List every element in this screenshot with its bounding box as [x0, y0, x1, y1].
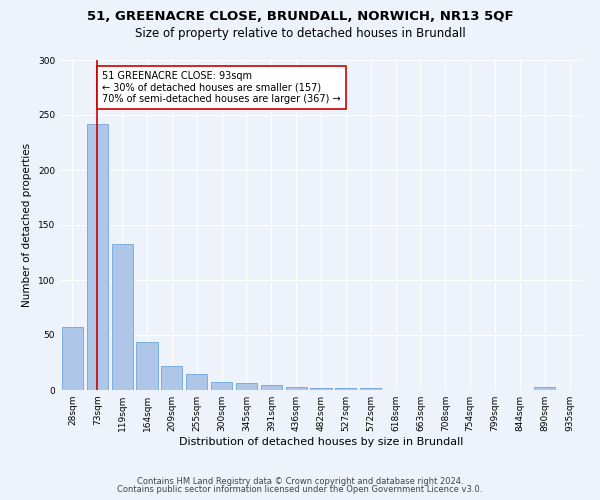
- Y-axis label: Number of detached properties: Number of detached properties: [22, 143, 32, 307]
- Text: 51 GREENACRE CLOSE: 93sqm
← 30% of detached houses are smaller (157)
70% of semi: 51 GREENACRE CLOSE: 93sqm ← 30% of detac…: [102, 71, 341, 104]
- Bar: [236, 384, 257, 390]
- Text: Contains HM Land Registry data © Crown copyright and database right 2024.: Contains HM Land Registry data © Crown c…: [137, 477, 463, 486]
- Text: Size of property relative to detached houses in Brundall: Size of property relative to detached ho…: [134, 28, 466, 40]
- Bar: [186, 374, 207, 390]
- Text: Contains public sector information licensed under the Open Government Licence v3: Contains public sector information licen…: [118, 484, 482, 494]
- Bar: [261, 384, 282, 390]
- Bar: [211, 382, 232, 390]
- Bar: [136, 342, 158, 390]
- X-axis label: Distribution of detached houses by size in Brundall: Distribution of detached houses by size …: [179, 437, 463, 447]
- Bar: [112, 244, 133, 390]
- Bar: [62, 328, 83, 390]
- Bar: [87, 124, 108, 390]
- Bar: [534, 386, 555, 390]
- Bar: [360, 388, 381, 390]
- Text: 51, GREENACRE CLOSE, BRUNDALL, NORWICH, NR13 5QF: 51, GREENACRE CLOSE, BRUNDALL, NORWICH, …: [86, 10, 514, 23]
- Bar: [161, 366, 182, 390]
- Bar: [286, 386, 307, 390]
- Bar: [335, 388, 356, 390]
- Bar: [310, 388, 332, 390]
